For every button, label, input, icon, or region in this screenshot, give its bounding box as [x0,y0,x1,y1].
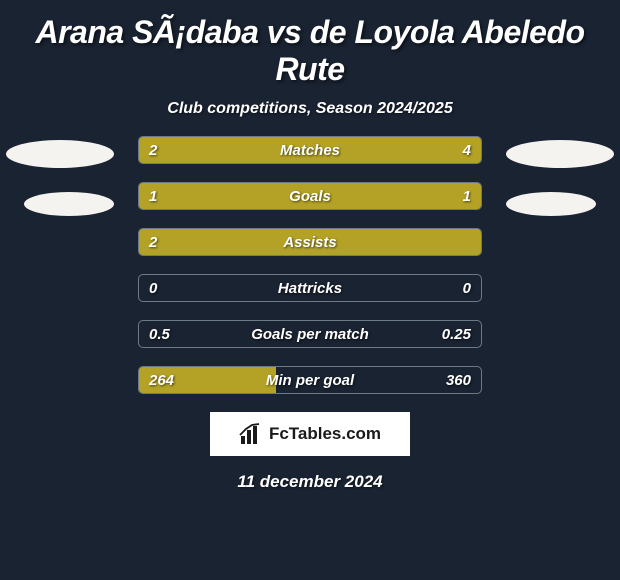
footer-date: 11 december 2024 [0,456,620,508]
stat-row: 11Goals [138,182,482,210]
player-right-avatar-bottom [506,192,596,216]
stat-row: 2Assists [138,228,482,256]
stat-value-left: 0.5 [149,321,170,347]
player-left-avatar-bottom [24,192,114,216]
stat-row: 24Matches [138,136,482,164]
stat-value-right: 0.25 [442,321,471,347]
stat-fill-left [139,183,310,209]
page-title: Arana SÃ¡daba vs de Loyola Abeledo Rute [0,0,620,94]
player-left-avatar-top [6,140,114,168]
stat-label: Hattricks [139,275,481,301]
stat-bars-container: 24Matches11Goals2Assists00Hattricks0.50.… [138,136,482,394]
stat-row: 0.5 0.25Goals per match [138,320,482,348]
stat-value-left: 0 [149,275,157,301]
page-subtitle: Club competitions, Season 2024/2025 [0,94,620,136]
stat-fill-left [139,367,276,393]
stat-row: 264360Min per goal [138,366,482,394]
stat-value-right: 360 [446,367,471,393]
stat-fill-left [139,229,481,255]
stat-label: Goals per match [139,321,481,347]
stat-fill-right [310,183,481,209]
footer-logo-text: FcTables.com [269,424,381,444]
player-right-avatar-top [506,140,614,168]
stat-row: 0 0Hattricks [138,274,482,302]
footer-logo[interactable]: FcTables.com [210,412,410,456]
stat-fill-left [139,137,245,163]
stat-value-right: 0 [463,275,471,301]
comparison-chart: 24Matches11Goals2Assists00Hattricks0.50.… [0,136,620,394]
fctables-bars-icon [239,422,263,446]
stat-fill-right [245,137,481,163]
